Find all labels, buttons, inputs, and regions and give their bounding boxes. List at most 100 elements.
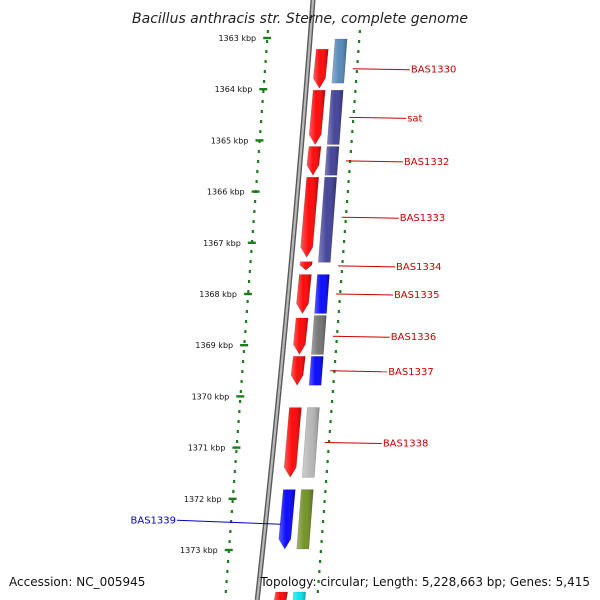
left-ruler-line-dot — [251, 240, 254, 243]
left-ruler-line-dot — [245, 310, 248, 313]
left-ruler-line-dot — [233, 470, 236, 473]
gene-bas1333-r-shading — [318, 177, 337, 263]
gene-bas1339-label[interactable]: BAS1339 — [131, 515, 177, 526]
left-ruler-line-dot — [249, 260, 252, 263]
ruler-tick-label: 1366 kbp — [207, 188, 245, 197]
left-ruler-line-dot — [236, 440, 239, 443]
right-ruler-line-dot — [337, 320, 340, 323]
gene-bas1332-r-shading — [324, 146, 339, 176]
genome-summary-label: Topology: circular; Length: 5,228,663 bp… — [259, 575, 590, 589]
left-ruler-line-dot — [242, 350, 245, 353]
gene-bas1336-label[interactable]: BAS1336 — [391, 332, 437, 343]
left-ruler-line-dot — [240, 380, 243, 383]
right-ruler-line-dot — [351, 130, 354, 133]
right-ruler-line-dot — [325, 470, 328, 473]
left-ruler-line-dot — [243, 340, 246, 343]
right-ruler-line-dot — [354, 90, 357, 93]
right-ruler-line-dot — [343, 240, 346, 243]
right-ruler-line-dot — [320, 540, 323, 543]
ruler-tick — [263, 36, 272, 40]
gene-bas1335-label[interactable]: BAS1335 — [394, 290, 440, 301]
right-ruler-line-dot — [335, 340, 338, 343]
right-ruler-line-dot — [357, 50, 360, 53]
right-ruler-line-dot — [327, 450, 330, 453]
gene-bas1334-label[interactable]: BAS1334 — [396, 262, 442, 273]
gene-bas1338-leader-line — [324, 441, 382, 444]
gene-labels: BAS1330 sat BAS1332 BAS1333 BAS1334 BAS1335 BA… — [131, 65, 457, 527]
genome-backbone — [254, 0, 316, 600]
ruler-tick-label: 1371 kbp — [188, 444, 226, 453]
left-ruler-line-dot — [229, 530, 232, 533]
ruler-tick-label: 1369 kbp — [195, 341, 233, 350]
gene-bas1334-leader-line — [338, 265, 396, 268]
gene-bas1336-r-shading — [311, 315, 327, 355]
gene-bas1336-shading — [293, 318, 309, 355]
left-ruler-line-dot — [224, 590, 227, 593]
left-ruler-line-dot — [242, 360, 245, 363]
ruler-tick — [224, 548, 233, 552]
ruler-tick — [236, 395, 245, 398]
right-ruler-line-dot — [328, 430, 331, 433]
gene-bas1338-r-shading — [302, 407, 320, 478]
right-ruler-line-dot — [322, 510, 325, 513]
right-ruler-line-dot — [339, 290, 342, 293]
ruler-tick — [240, 344, 249, 347]
left-ruler-line-dot — [233, 480, 236, 483]
ruler-ticks: 1363 kbp 1364 kbp 1365 kbp 1366 kbp 1367 kbp… — [180, 34, 272, 555]
right-ruler-line-dot — [342, 250, 345, 253]
gene-bas1334-shading — [299, 261, 313, 270]
left-ruler-line-dot — [230, 510, 233, 513]
ruler-tick — [243, 292, 252, 296]
ruler-dotted-lines — [224, 30, 361, 593]
left-ruler-line-dot — [260, 110, 263, 113]
gene-bas1332-leader-line — [345, 160, 403, 163]
left-ruler-line-dot — [263, 70, 266, 73]
left-ruler-line-dot — [241, 370, 244, 373]
gene-bas1330-r-shading — [331, 39, 348, 84]
left-ruler-line-dot — [244, 330, 247, 333]
right-ruler-line-dot — [358, 40, 361, 43]
gene-bas1335-leader-line — [335, 293, 393, 296]
left-ruler-line-dot — [259, 130, 262, 133]
gene-bas1337-label[interactable]: BAS1337 — [388, 367, 434, 378]
right-ruler-line-dot — [319, 550, 322, 553]
left-ruler-line-dot — [239, 390, 242, 393]
gene-bas1338-shading — [284, 407, 302, 478]
gene-bas1338-label[interactable]: BAS1338 — [383, 438, 429, 449]
gene-bas1332-label[interactable]: BAS1332 — [404, 157, 450, 168]
right-ruler-line-dot — [317, 580, 320, 583]
left-ruler-line-dot — [257, 150, 260, 153]
accession-label: Accession: NC_005945 — [9, 575, 145, 589]
left-ruler-line-dot — [266, 30, 269, 33]
left-ruler-line-dot — [231, 500, 234, 503]
right-ruler-line-dot — [341, 260, 344, 263]
right-ruler-line-dot — [346, 190, 349, 193]
ruler-tick — [251, 190, 260, 193]
right-ruler-line-dot — [345, 210, 348, 213]
ruler-tick-label: 1364 kbp — [215, 85, 253, 94]
left-ruler-line-dot — [226, 570, 229, 573]
ruler-tick-label: 1368 kbp — [199, 290, 237, 299]
left-ruler-line-dot — [232, 490, 235, 493]
right-ruler-line-dot — [340, 280, 343, 283]
ruler-tick — [255, 139, 264, 142]
right-ruler-line-dot — [352, 120, 355, 123]
ruler-tick — [228, 497, 237, 500]
right-ruler-line-dot — [334, 350, 337, 353]
left-ruler-line-dot — [250, 250, 253, 253]
ruler-tick — [247, 241, 256, 244]
gene-bas1330-label[interactable]: BAS1330 — [411, 65, 457, 76]
gene-bas1333-label[interactable]: BAS1333 — [400, 213, 446, 224]
ruler-tick-label: 1363 kbp — [218, 34, 256, 43]
ruler-tick — [259, 88, 268, 91]
left-ruler-line-dot — [261, 100, 264, 103]
gene-sat-label[interactable]: sat — [407, 113, 422, 124]
gene-bas1335-r-shading — [314, 274, 330, 314]
left-ruler-line-dot — [227, 550, 230, 553]
left-ruler-line-dot — [253, 210, 256, 213]
right-ruler-line-dot — [338, 300, 341, 303]
right-ruler-line-dot — [331, 390, 334, 393]
gene-tail-b-shading — [292, 592, 306, 600]
right-ruler-line-dot — [349, 150, 352, 153]
